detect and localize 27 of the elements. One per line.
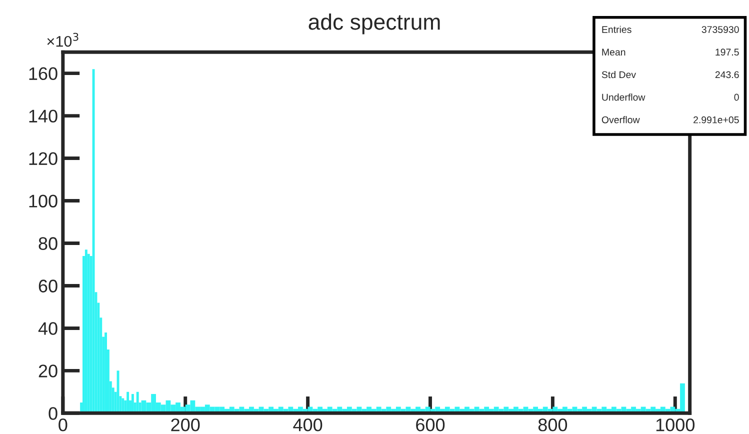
text: 2.991e+05 [694, 116, 739, 124]
y-tick-label: 140 [29, 110, 58, 123]
annotation: Underflow [602, 94, 646, 101]
x-tick-label: 1000 [656, 418, 695, 432]
annotation: Mean [602, 48, 626, 56]
x-tick-label: 200 [171, 418, 200, 432]
y-tick-label: 20 [38, 364, 58, 378]
y-tick-label: 40 [38, 322, 58, 335]
text: 243.6 [715, 71, 739, 78]
x-tick-label: 0 [58, 418, 68, 432]
y-tick-label: 160 [29, 67, 58, 80]
text: 3735930 [702, 26, 739, 33]
annotation: Overflow [602, 116, 640, 124]
annotation: Std Dev [602, 70, 636, 78]
y-tick-label: 120 [29, 152, 58, 165]
text: ×10$^{3}$ [47, 32, 78, 47]
x-tick-label: 800 [538, 418, 568, 432]
text: Entries [602, 26, 632, 33]
y-tick-label: 60 [38, 280, 58, 292]
text: 197.5 [716, 48, 739, 56]
chart-title: adc spectrum [308, 14, 440, 34]
text: 0 [734, 94, 739, 101]
x-tick-label: 600 [416, 418, 445, 432]
y-tick-label: 100 [29, 194, 58, 208]
y-tick-label: 80 [38, 237, 58, 250]
x-tick-label: 400 [293, 418, 322, 432]
y-tick-label: 0 [48, 407, 58, 420]
